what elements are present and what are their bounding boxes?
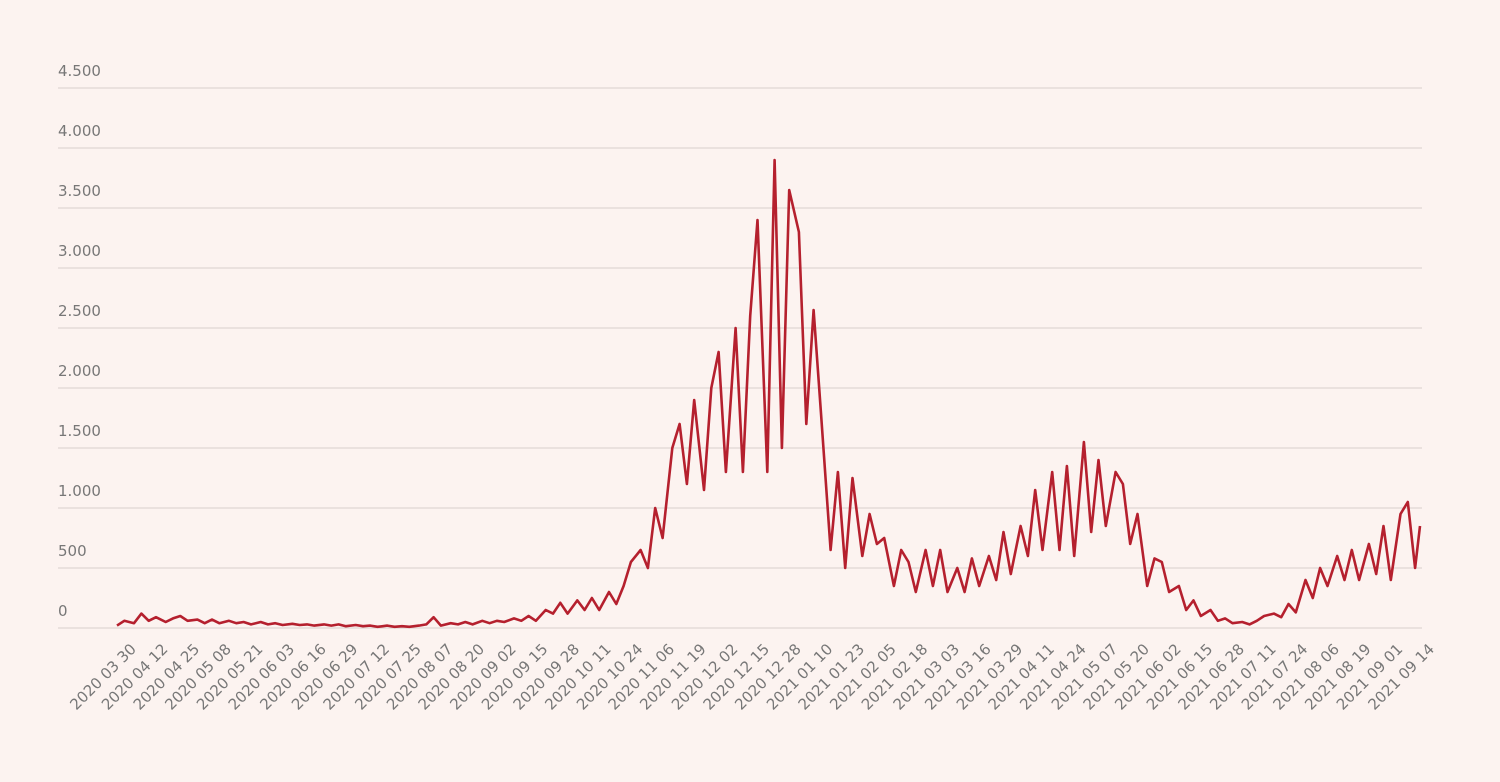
y-tick-label: 1.500	[58, 422, 101, 440]
y-tick-label: 1.000	[58, 482, 101, 500]
y-tick-label: 500	[58, 542, 87, 560]
y-tick-label: 2.500	[58, 302, 101, 320]
y-tick-label: 3.500	[58, 182, 101, 200]
y-tick-label: 2.000	[58, 362, 101, 380]
y-tick-label: 3.000	[58, 242, 101, 260]
data-line	[116, 158, 1422, 629]
y-tick-label: 0	[58, 602, 68, 620]
y-tick-label: 4.500	[58, 62, 101, 80]
y-tick-label: 4.000	[58, 122, 101, 140]
